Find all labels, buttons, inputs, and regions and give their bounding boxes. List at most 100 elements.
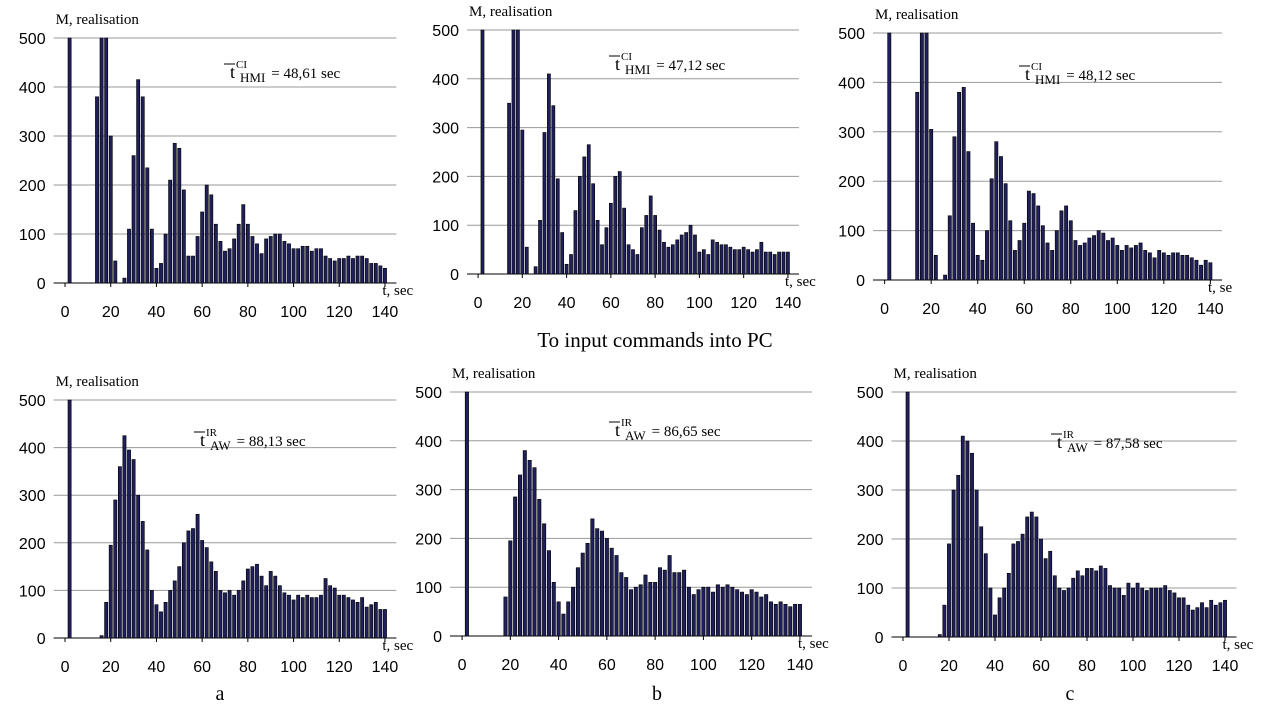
x-tick-label: 100 [686, 295, 713, 312]
x-tick-label: 40 [558, 295, 576, 312]
annotation-sub: HMI [1035, 72, 1060, 87]
bar [378, 265, 383, 284]
bar [218, 241, 223, 284]
bar [181, 189, 186, 284]
bar [1147, 252, 1152, 281]
bar [786, 251, 790, 275]
y-axis-label: M, realisation [894, 366, 978, 382]
bar [159, 263, 163, 284]
bar [1080, 575, 1085, 638]
x-tick-label: 0 [458, 657, 467, 674]
bar [737, 249, 742, 275]
x-tick-label: 0 [880, 301, 889, 318]
bar [67, 399, 72, 639]
x-tick-label: 140 [1197, 301, 1224, 318]
bar [305, 594, 310, 639]
bar [929, 129, 934, 281]
y-tick-label: 0 [875, 630, 884, 647]
bar [648, 582, 653, 637]
bar [947, 215, 952, 281]
bar [1082, 242, 1087, 281]
bar [551, 105, 556, 275]
bar [163, 233, 168, 284]
bar [1177, 597, 1181, 638]
bar [1029, 511, 1034, 638]
x-axis-label: t, sec [382, 638, 413, 654]
bar [108, 135, 113, 284]
bar [1062, 590, 1066, 638]
bar [947, 543, 951, 638]
annotation: tCI HMI = 48,61 sec [230, 59, 340, 85]
bar [994, 141, 999, 281]
bar [309, 597, 314, 639]
bar [719, 244, 724, 275]
bar [1087, 237, 1092, 281]
bar [177, 147, 182, 284]
bar [145, 549, 150, 639]
bar [1043, 558, 1048, 638]
annotation-sup: IR [1063, 429, 1075, 441]
bar [520, 129, 525, 275]
x-tick-label: 100 [1120, 658, 1147, 675]
bar [522, 450, 527, 637]
bar [965, 440, 970, 638]
bar [682, 569, 687, 637]
bar [287, 594, 291, 639]
bar [351, 599, 355, 639]
bar [773, 603, 778, 637]
bar [595, 528, 600, 637]
bar [1020, 533, 1025, 638]
bar [364, 606, 369, 639]
bar [213, 223, 218, 284]
y-tick-label: 0 [37, 631, 46, 648]
bar [626, 244, 631, 275]
y-axis-label: M, realisation [469, 4, 553, 20]
bar [1098, 565, 1103, 638]
bar [960, 435, 965, 638]
x-tick-label: 100 [280, 304, 307, 321]
y-tick-label: 100 [415, 580, 442, 597]
bar [974, 489, 979, 638]
bar [464, 391, 469, 637]
bar [957, 91, 962, 281]
y-tick-label: 500 [19, 31, 46, 48]
bar [555, 178, 560, 275]
bar [537, 499, 542, 637]
bar [154, 604, 159, 639]
bar [648, 195, 653, 275]
x-tick-label: 60 [598, 657, 616, 674]
bar [296, 248, 301, 284]
bar [282, 241, 287, 284]
y-tick-label: 100 [19, 227, 46, 244]
annotation-base: t [1025, 64, 1030, 84]
x-tick-label: 120 [1166, 658, 1193, 675]
bar [287, 243, 291, 284]
bar [204, 184, 209, 284]
bar [511, 29, 516, 275]
x-tick-label: 80 [646, 295, 664, 312]
bar [1048, 550, 1053, 638]
y-tick-label: 300 [838, 125, 865, 142]
bar [136, 494, 141, 639]
bar [1096, 230, 1101, 281]
bar [154, 267, 159, 284]
bar [309, 250, 314, 284]
bar [624, 577, 629, 637]
x-tick-label: 0 [474, 295, 483, 312]
bar [797, 603, 802, 637]
y-tick-label: 300 [415, 483, 442, 500]
bar [1071, 577, 1076, 638]
bar [241, 580, 246, 639]
annotation: tIR AW = 86,65 sec [615, 417, 721, 443]
bar [104, 37, 109, 284]
bar [319, 594, 323, 639]
bar [1158, 587, 1163, 638]
bar [720, 586, 725, 637]
bar [1180, 255, 1185, 281]
bar [67, 37, 72, 284]
x-tick-label: 140 [787, 657, 814, 674]
bar [1143, 250, 1148, 281]
bar [613, 176, 618, 275]
bar [172, 143, 177, 284]
